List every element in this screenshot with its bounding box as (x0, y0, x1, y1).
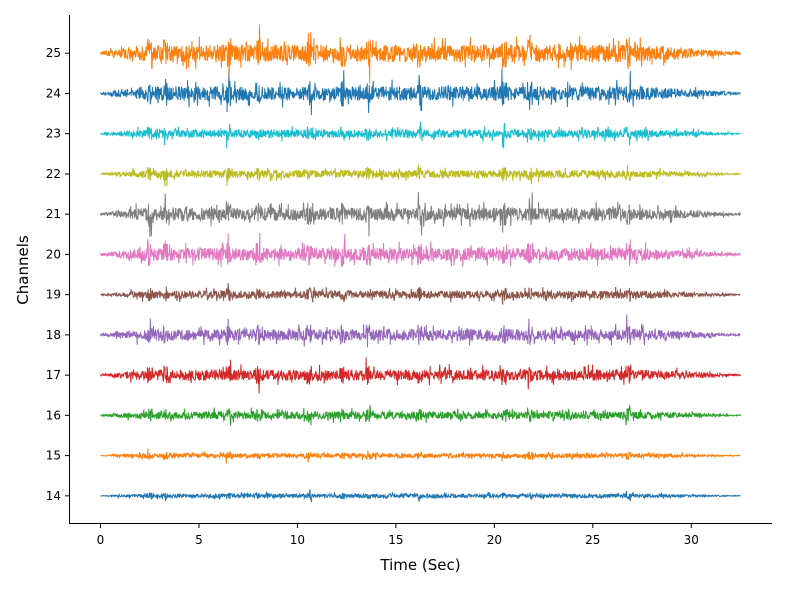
y-tick-label: 22 (46, 167, 61, 181)
y-tick-label: 25 (46, 46, 61, 60)
series-line-channel-14 (100, 489, 741, 502)
y-tick-label: 19 (46, 288, 61, 302)
y-tick-label: 24 (46, 86, 61, 100)
series-line-channel-23 (100, 121, 741, 149)
series-layer (100, 24, 741, 502)
series-line-channel-25 (100, 24, 741, 84)
series-line-channel-21 (100, 191, 741, 237)
y-ticks: 14 15 16 17 18 19 20 21 22 23 24 25 (46, 46, 69, 503)
series-line-channel-20 (100, 232, 741, 268)
series-line-channel-24 (100, 68, 741, 115)
x-tick-label: 0 (97, 533, 105, 547)
x-tick-label: 25 (585, 533, 600, 547)
y-tick-label: 20 (46, 247, 61, 261)
series-line-channel-22 (100, 164, 741, 187)
y-tick-label: 14 (46, 489, 61, 503)
y-tick-label: 15 (46, 449, 61, 463)
x-ticks: 0 5 10 15 20 25 30 (97, 524, 699, 547)
y-tick-label: 17 (46, 368, 61, 382)
series-line-channel-19 (100, 282, 741, 305)
series-line-channel-15 (100, 448, 741, 464)
y-tick-label: 21 (46, 207, 61, 221)
series-line-channel-17 (100, 357, 741, 394)
series-line-channel-18 (100, 314, 741, 348)
x-tick-label: 5 (195, 533, 203, 547)
x-tick-label: 20 (487, 533, 502, 547)
series-line-channel-16 (100, 405, 741, 426)
x-tick-label: 10 (290, 533, 305, 547)
x-tick-label: 15 (388, 533, 403, 547)
y-tick-label: 16 (46, 408, 61, 422)
y-tick-label: 18 (46, 328, 61, 342)
x-tick-label: 30 (684, 533, 699, 547)
y-tick-label: 23 (46, 127, 61, 141)
y-axis-label: Channels (14, 235, 32, 305)
x-axis-label: Time (Sec) (379, 556, 460, 574)
